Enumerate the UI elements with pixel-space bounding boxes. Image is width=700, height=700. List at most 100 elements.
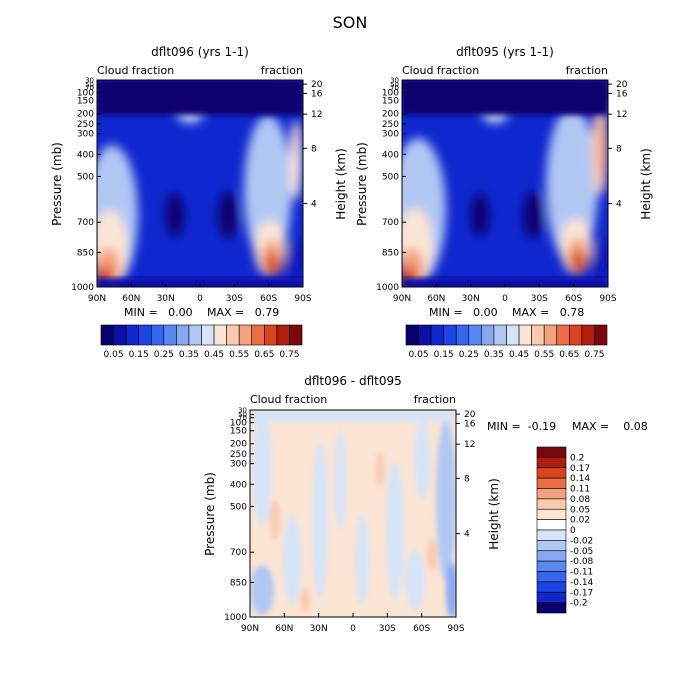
colorbar-label: 0.55 <box>534 350 554 360</box>
y-tick-label: 500 <box>230 502 247 512</box>
y-tick-label: 70 <box>390 84 399 92</box>
heatmap-field <box>97 80 303 287</box>
colorbar-label: 0.65 <box>254 350 274 360</box>
colorbar-label: 0.65 <box>559 350 579 360</box>
panel-right-label: fraction <box>261 64 303 77</box>
colorbar-swatch <box>418 324 432 346</box>
colorbar-swatch <box>536 477 567 489</box>
y-tick-label: 300 <box>230 460 247 470</box>
colorbar-swatch <box>581 324 595 346</box>
colorbar-swatch <box>238 324 253 346</box>
y-tick-label: 150 <box>382 97 399 107</box>
colorbar-swatch <box>443 324 457 346</box>
y-tick-label: 50 <box>238 411 247 419</box>
y-tick-label: 400 <box>382 150 399 160</box>
x-tick-label: 0 <box>350 624 356 634</box>
right-tick-label: 4 <box>616 200 622 210</box>
y-tick-label: 30 <box>390 77 399 85</box>
right-axis-label: Height (km) <box>639 148 653 219</box>
colorbar-label: -0.08 <box>570 557 594 567</box>
panel-right-label: fraction <box>566 64 608 77</box>
colorbar-swatch <box>536 571 567 583</box>
x-tick-label: 60S <box>565 294 582 304</box>
min-readout: MIN = -0.19 <box>487 420 556 433</box>
colorbar: 0.05 0.15 0.25 0.35 0.45 0.55 0.65 0.75 <box>100 324 303 360</box>
right-tick-label: 8 <box>616 144 622 154</box>
y-tick-label: 100 <box>77 89 94 99</box>
right-axis-label: Height (km) <box>487 478 501 549</box>
right-tick-label: 20 <box>464 410 476 420</box>
colorbar-swatch <box>543 324 558 346</box>
y-tick-label: 300 <box>77 130 94 140</box>
colorbar-label: 0.45 <box>204 350 224 360</box>
right-tick-label: 4 <box>464 530 470 540</box>
colorbar-label: 0.05 <box>409 350 429 360</box>
x-ticks: 90N 60N 30N 0 30S 60S 90S <box>393 283 617 304</box>
y-tick-label: 500 <box>77 172 94 182</box>
x-tick-label: 90N <box>241 624 259 634</box>
right-tick-label: 12 <box>464 440 475 450</box>
colorbar-swatch <box>100 324 114 346</box>
y-tick-label: 200 <box>382 110 399 120</box>
colorbar-label: -0.2 <box>570 599 588 609</box>
x-tick-label: 90N <box>393 294 411 304</box>
colorbar-label: 0.25 <box>459 350 479 360</box>
colorbar-swatch <box>536 581 567 593</box>
colorbar-swatch <box>405 324 419 346</box>
x-tick-label: 90N <box>88 294 106 304</box>
colorbar-label: 0 <box>570 526 576 536</box>
y-tick-label: 700 <box>230 548 247 558</box>
colorbar-label: 0.55 <box>229 350 249 360</box>
colorbar-label: 0.05 <box>570 505 590 515</box>
x-tick-label: 30N <box>462 294 480 304</box>
colorbar-swatch <box>531 324 545 346</box>
y-tick-label: 70 <box>238 414 247 422</box>
colorbar-label: 0.08 <box>570 495 590 505</box>
right-tick-label: 16 <box>616 89 628 99</box>
colorbar-swatch <box>556 324 570 346</box>
colorbar-swatch <box>251 324 265 346</box>
colorbar-swatch <box>536 457 567 469</box>
panel-title: dflt096 (yrs 1-1) <box>151 45 249 59</box>
colorbar-swatch <box>188 324 202 346</box>
colorbar-swatch <box>289 324 303 346</box>
y-tick-label: 50 <box>85 81 94 89</box>
y-tick-label: 250 <box>230 450 247 460</box>
colorbar-label: -0.02 <box>570 536 593 546</box>
x-tick-label: 60S <box>413 624 430 634</box>
colorbar-swatch <box>163 324 177 346</box>
y-tick-label: 250 <box>382 120 399 130</box>
colorbar-swatch <box>226 324 240 346</box>
max-readout: MAX = 0.79 <box>207 306 279 319</box>
x-tick-label: 90S <box>447 624 464 634</box>
y-tick-label: 250 <box>77 120 94 130</box>
x-tick-label: 60N <box>275 624 293 634</box>
y-tick-label: 70 <box>85 84 94 92</box>
x-tick-label: 30S <box>531 294 548 304</box>
panel-dflt095: dflt095 (yrs 1-1) Cloud fraction fractio… <box>355 45 653 360</box>
max-readout: MAX = 0.78 <box>512 306 584 319</box>
colorbar-swatch <box>569 324 583 346</box>
panel-left-label: Cloud fraction <box>97 64 174 77</box>
colorbar-swatch <box>536 446 567 458</box>
colorbar-label: 0.11 <box>570 485 590 495</box>
right-tick-label: 20 <box>311 80 323 90</box>
y-tick-label: 700 <box>77 218 94 228</box>
colorbar-swatch <box>536 591 567 603</box>
y-axis-label: Pressure (mb) <box>203 472 217 556</box>
colorbar-label: -0.14 <box>570 578 594 588</box>
colorbar-swatch <box>138 324 152 346</box>
y-tick-label: 30 <box>85 77 94 85</box>
right-tick-label: 4 <box>311 200 317 210</box>
x-tick-label: 60S <box>260 294 277 304</box>
colorbar-label: 0.17 <box>570 464 590 474</box>
colorbar-swatch <box>264 324 278 346</box>
colorbar-swatch <box>276 324 290 346</box>
x-ticks: 90N 60N 30N 0 30S 60S 90S <box>88 283 312 304</box>
colorbar-swatch <box>125 324 139 346</box>
colorbar-swatch <box>518 324 532 346</box>
